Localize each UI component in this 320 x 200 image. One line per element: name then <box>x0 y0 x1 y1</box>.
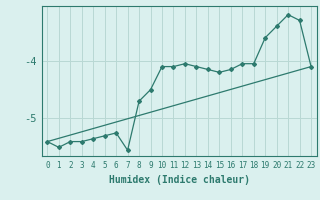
X-axis label: Humidex (Indice chaleur): Humidex (Indice chaleur) <box>109 175 250 185</box>
